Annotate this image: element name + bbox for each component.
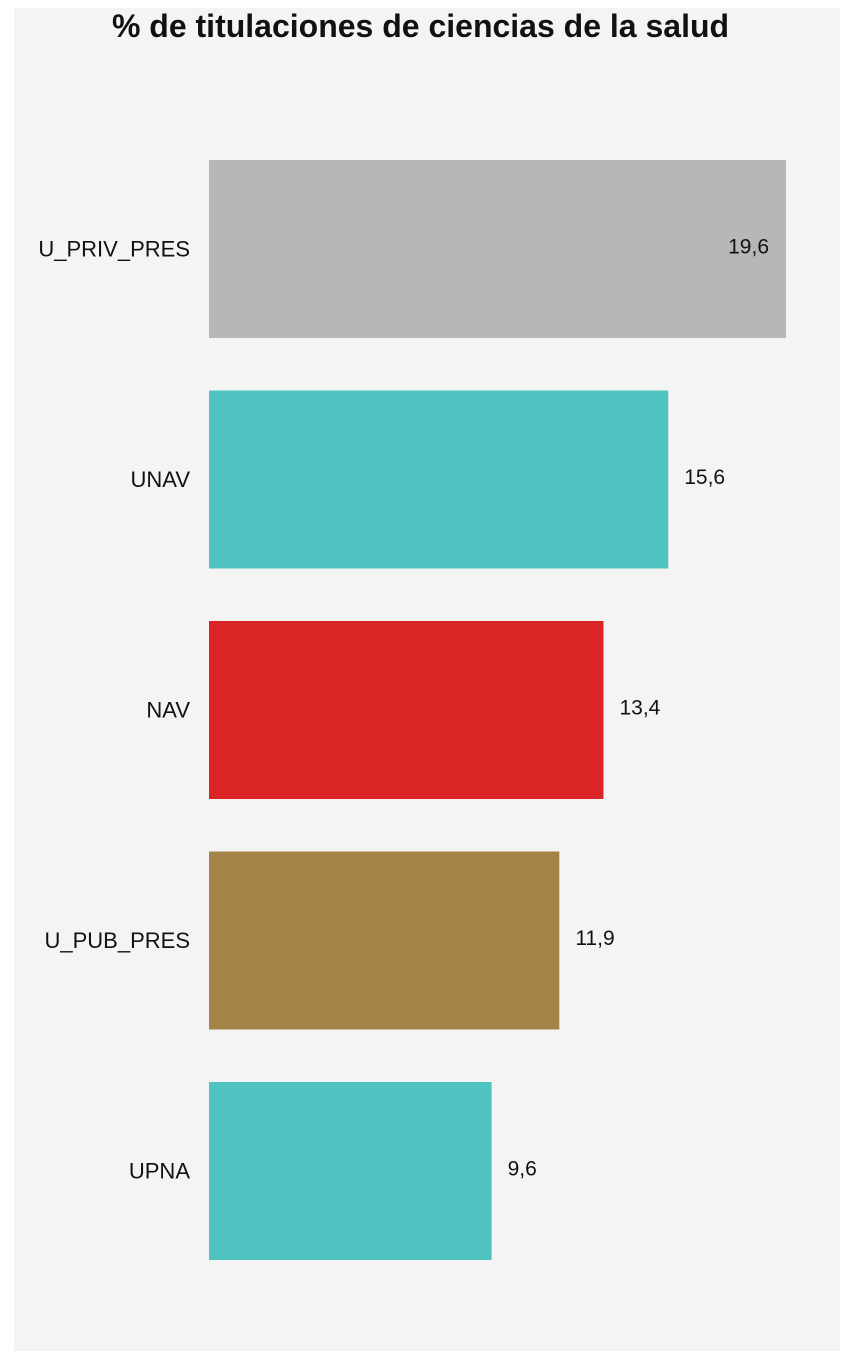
bar-nav: [209, 621, 604, 799]
value-label: 15,6: [684, 466, 725, 489]
chart-title: % de titulaciones de ciencias de la salu…: [111, 8, 730, 44]
bar-u-pub-pres: [209, 851, 560, 1030]
bar-u-priv-pres: [209, 160, 786, 338]
value-label: 19,6: [728, 236, 769, 259]
bar-upna: [209, 1082, 492, 1260]
value-label: 9,6: [508, 1158, 537, 1181]
category-label: U_PUB_PRES: [44, 928, 190, 953]
category-label: UNAV: [131, 467, 191, 492]
category-label: NAV: [146, 698, 190, 723]
value-label: 11,9: [575, 927, 614, 950]
value-label: 13,4: [619, 697, 660, 720]
category-label: U_PRIV_PRES: [38, 237, 190, 262]
category-label: UPNA: [129, 1159, 190, 1184]
bar-unav: [209, 390, 669, 569]
